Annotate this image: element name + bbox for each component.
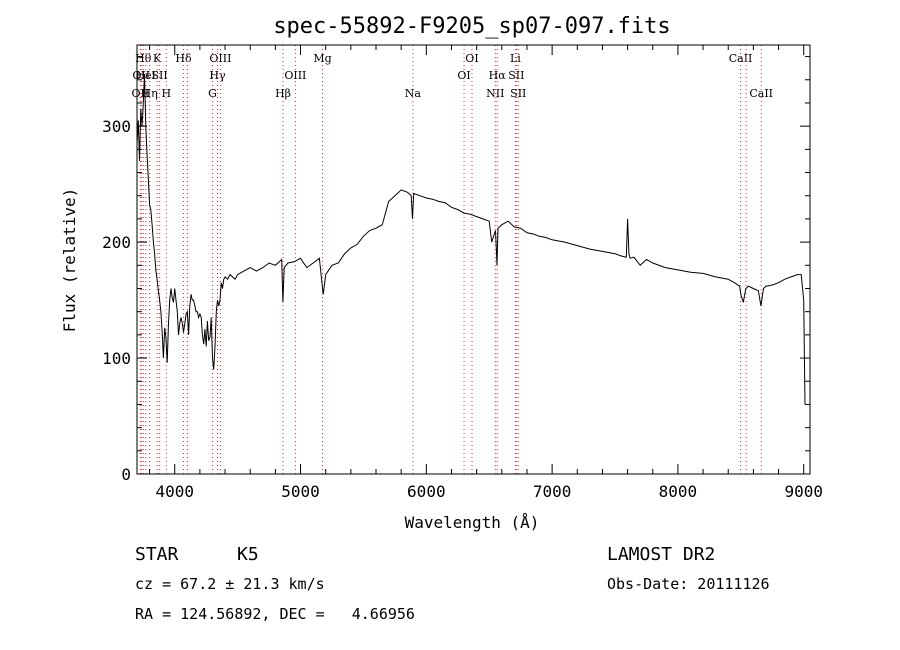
chart-title: spec-55892-F9205_sp07-097.fits [273,14,670,39]
spectral-line-label: Hβ [275,87,291,100]
object-subclass: K5 [237,544,259,565]
spectral-line-label: Hγ [209,69,226,82]
y-tick-label: 100 [102,349,131,368]
spectral-line-label: Na [405,87,422,100]
spectral-line-label: H [162,87,172,100]
spectral-line-label: CaII [749,87,773,100]
y-tick-label: 200 [102,233,131,252]
redshift-value: cz = 67.2 ± 21.3 km/s [135,575,325,593]
spectral-line-label: CaII [729,52,753,65]
x-tick-label: 6000 [407,482,446,501]
spectral-line-label: NII [486,87,504,100]
x-tick-label: 7000 [533,482,572,501]
object-class: STAR [135,544,179,565]
x-tick-label: 9000 [784,482,823,501]
spectral-line-label: OI [465,52,478,65]
spectral-line-label: Hθ [135,52,152,65]
x-tick-label: 8000 [659,482,698,501]
obs-date: Obs-Date: 20111126 [607,575,770,593]
info-panel: STAR K5 LAMOST DR2 cz = 67.2 ± 21.3 km/s… [135,544,770,623]
spectrum-line [136,73,806,405]
plot-frame [136,44,811,475]
spectral-line-label: Hα [489,69,507,82]
spectral-line-label: K [153,52,162,65]
spectral-line-label: SII [510,87,526,100]
coordinates: RA = 124.56892, DEC = 4.66956 [135,605,415,623]
axis-ticks: 4000 5000 6000 7000 8000 9000 0 100 200 300 [102,45,823,501]
y-axis-label: Flux (relative) [60,188,79,333]
spectral-line-markers: OIIOIIHθHeIHηKSIIHHδGHγOIIIHβOIIIMgNaOIO… [132,45,773,474]
spectral-line-label: OI [457,69,470,82]
spectral-line-label: SII [508,69,524,82]
spectral-line-label: Hδ [175,52,192,65]
spectral-line-label: HeI [136,69,156,82]
spectral-line-label: OIII [284,69,306,82]
spectral-line-label: SII [152,69,168,82]
spectral-line-label: Mg [313,52,331,65]
survey-name: LAMOST DR2 [607,544,715,565]
y-tick-label: 300 [102,117,131,136]
x-tick-label: 5000 [281,482,320,501]
spectral-line-label: G [208,87,217,100]
x-axis-label: Wavelength (Å) [405,513,540,532]
x-tick-label: 4000 [155,482,194,501]
y-tick-label: 0 [121,465,131,484]
spectral-line-label: OIII [209,52,231,65]
spectral-line-label: Li [510,52,521,65]
